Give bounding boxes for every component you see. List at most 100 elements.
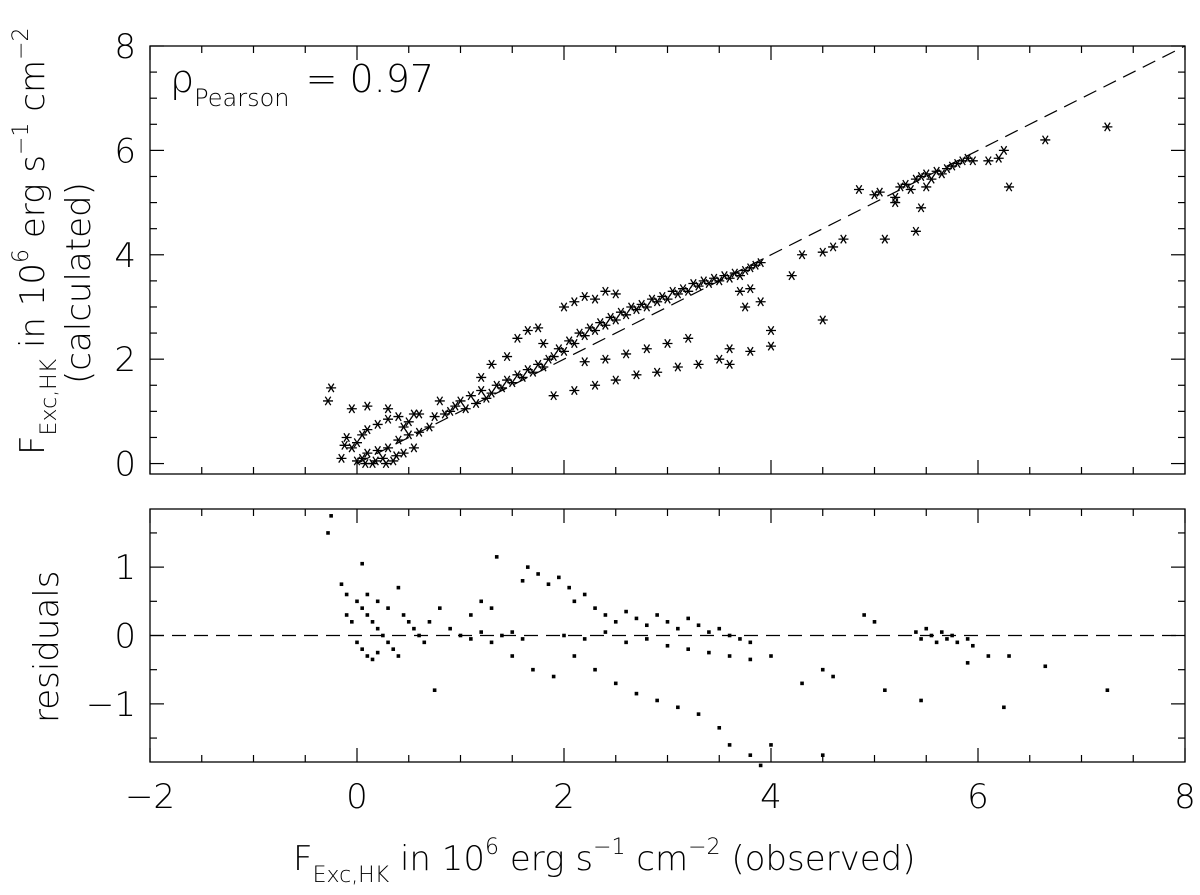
top-data-point [724, 344, 735, 354]
residual-point [950, 633, 954, 638]
top-data-point [393, 435, 404, 445]
residual-point [520, 637, 525, 641]
residual-point [458, 633, 463, 638]
top-data-point [610, 375, 621, 385]
top-data-point [817, 247, 828, 257]
top-data-point [538, 362, 549, 372]
residual-point [872, 620, 877, 624]
bottom-y-tick-label: −1 [86, 685, 136, 725]
residual-point [365, 654, 370, 658]
residual-point [624, 609, 628, 614]
top-data-point [631, 304, 642, 315]
top-data-point [372, 419, 383, 430]
residual-point [676, 705, 680, 710]
y-axis-label-second-line: (calculated) [59, 182, 99, 384]
top-data-point [993, 153, 1004, 163]
top-data-point [579, 331, 590, 341]
top-data-point [569, 385, 580, 396]
residual-point [1105, 688, 1110, 693]
top-data-point [900, 179, 911, 189]
top-plot-frame [149, 45, 1186, 475]
top-data-point [362, 425, 373, 435]
residual-point [707, 650, 711, 655]
top-data-point [967, 156, 978, 166]
residual-point [738, 637, 742, 641]
residual-point [355, 640, 359, 645]
top-data-point [631, 370, 642, 380]
top-data-point [683, 286, 694, 296]
top-data-point [323, 396, 334, 406]
pearson-annotation: ρPearson = 0.97 [170, 57, 434, 112]
top-data-point [336, 453, 347, 463]
top-data-point [641, 344, 652, 354]
top-data-point [403, 417, 414, 427]
top-data-point [476, 372, 487, 383]
top-data-point [360, 458, 371, 469]
top-data-point [724, 359, 735, 369]
residual-point [665, 643, 670, 648]
x-label-rest4: (observed) [721, 839, 916, 879]
top-data-point [486, 388, 497, 398]
residual-point [929, 633, 934, 638]
x-label-rest3: cm [626, 839, 689, 879]
top-data-point [983, 156, 994, 166]
residual-point [686, 616, 690, 621]
y-label-sup1: 6 [9, 249, 34, 263]
residual-point [375, 599, 380, 604]
residual-point [883, 688, 887, 693]
residual-point [748, 640, 753, 645]
x-tick-label: −2 [125, 777, 175, 817]
x-tick-label: 4 [760, 777, 782, 817]
residual-point [965, 637, 970, 641]
top-data-point [569, 297, 580, 307]
residual-point [613, 620, 618, 624]
residual-point [971, 643, 975, 648]
residual-point [665, 620, 670, 624]
residual-point [696, 623, 701, 628]
residual-point [339, 582, 344, 587]
top-data-point [714, 354, 725, 364]
top-data-point [548, 351, 559, 362]
top-data-point [740, 302, 751, 312]
top-data-point [471, 398, 482, 409]
residuals-axis-label: residuals [27, 571, 67, 723]
top-data-point [357, 430, 368, 440]
residual-point [645, 637, 649, 641]
residual-point [520, 578, 525, 583]
residual-point [914, 630, 918, 634]
top-data-point [481, 393, 492, 403]
residual-point [769, 654, 773, 658]
residual-point [748, 657, 753, 662]
residual-point [365, 592, 370, 597]
top-data-point [341, 432, 352, 443]
residual-point [489, 640, 494, 645]
residual-point [634, 691, 639, 696]
top-data-point [403, 430, 414, 440]
residual-point [593, 606, 597, 610]
top-data-point [522, 325, 533, 336]
residual-point [412, 626, 416, 631]
residual-point [567, 585, 571, 590]
residual-point [479, 599, 483, 604]
top-data-point [828, 242, 839, 252]
residual-point [432, 688, 437, 693]
y-label-rest2: erg s [13, 155, 53, 249]
residual-point [572, 599, 577, 604]
top-data-point [910, 226, 921, 236]
residual-point [727, 633, 732, 638]
top-data-point [450, 401, 461, 411]
top-data-point [714, 276, 725, 286]
x-ticks: −2 0 2 4 6 8 [125, 46, 1196, 817]
residual-point [469, 637, 473, 641]
top-data-point [817, 315, 828, 325]
top-data-point [724, 273, 735, 283]
top-data-point [398, 422, 409, 432]
residual-point [344, 613, 349, 617]
residual-point [360, 606, 364, 610]
residual-point [370, 657, 375, 662]
residual-point [686, 647, 690, 651]
residual-point [344, 592, 349, 597]
residual-point [386, 606, 390, 610]
residual-point [934, 640, 939, 645]
top-data-point [672, 362, 683, 372]
